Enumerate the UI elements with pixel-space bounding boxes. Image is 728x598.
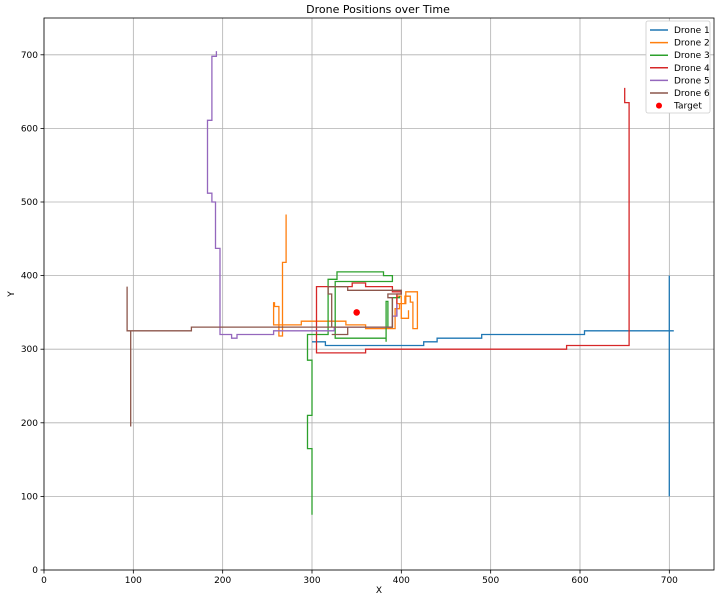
legend-label-drone-2: Drone 2 [674, 39, 710, 49]
y-tick-label: 400 [21, 272, 38, 282]
legend-swatch-target [656, 102, 662, 109]
legend-label-drone-6: Drone 6 [674, 89, 710, 99]
target-group [353, 309, 360, 316]
x-tick-label: 700 [661, 576, 678, 586]
legend-box [645, 20, 711, 114]
y-tick-label: 700 [21, 51, 38, 61]
x-tick-label: 100 [125, 576, 142, 586]
x-tick-label: 300 [303, 576, 320, 586]
x-tick-label: 200 [214, 576, 231, 586]
x-ticks: 0 100 200 300 400 500 600 700 [41, 570, 678, 586]
legend-label-drone-4: Drone 4 [674, 64, 710, 74]
legend-label-target: Target [673, 102, 702, 112]
y-tick-label: 300 [21, 345, 38, 355]
y-tick-label: 100 [21, 492, 38, 502]
x-tick-label: 500 [482, 576, 499, 586]
series-line-drone-1 [312, 275, 674, 497]
y-tick-label: 200 [21, 419, 38, 429]
y-ticks: 0 100 200 300 400 500 600 700 [21, 51, 44, 576]
x-tick-label: 600 [571, 576, 588, 586]
chart-title: Drone Positions over Time [306, 3, 450, 16]
plot-background [44, 18, 714, 570]
x-tick-label: 400 [393, 576, 410, 586]
x-tick-label: 0 [41, 576, 47, 586]
y-axis-label: Y [7, 291, 17, 298]
y-tick-label: 0 [32, 566, 38, 576]
plot-frame [43, 17, 715, 571]
series-line-drone-6 [126, 285, 402, 427]
series-group [126, 51, 674, 515]
target-point [353, 309, 360, 316]
plot-area [43, 17, 715, 571]
series-line-drone-3 [306, 271, 401, 515]
y-tick-label: 600 [21, 124, 38, 134]
legend-label-drone-3: Drone 3 [674, 51, 710, 61]
x-axis-label: X [376, 586, 382, 596]
y-tick-label: 500 [21, 198, 38, 208]
legend-label-drone-1: Drone 1 [674, 26, 710, 36]
legend: Drone 1 Drone 2 Drone 3 Drone 4 Drone 5 Drone… [645, 20, 711, 114]
legend-label-drone-5: Drone 5 [674, 76, 710, 86]
